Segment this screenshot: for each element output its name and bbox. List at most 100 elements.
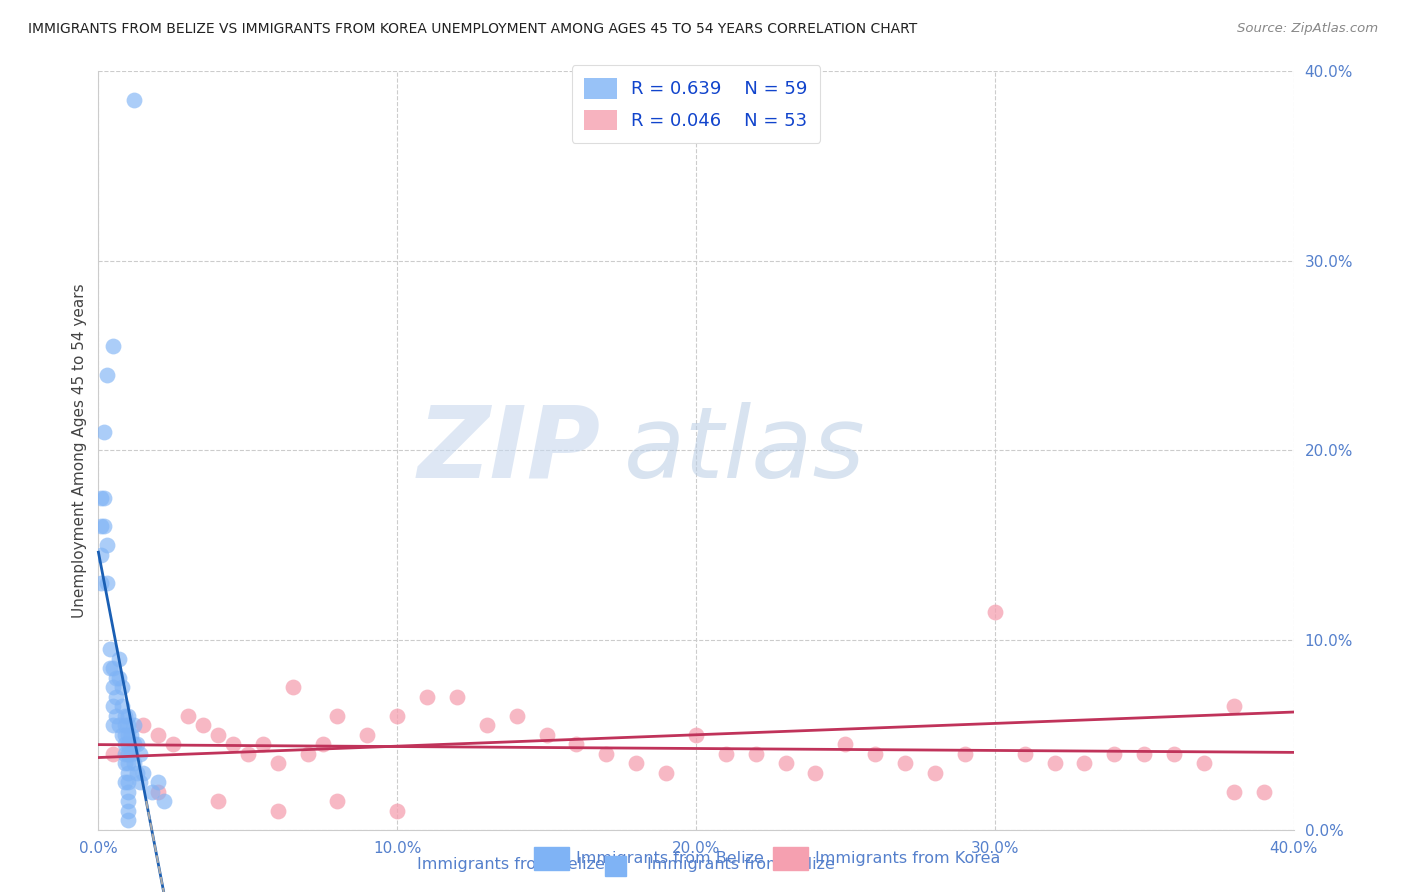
- Point: [326, 794, 349, 808]
- Legend: R = 0.639    N = 59, R = 0.046    N = 53: R = 0.639 N = 59, R = 0.046 N = 53: [572, 65, 820, 143]
- Point: [124, 718, 146, 732]
- Point: [148, 785, 170, 799]
- Point: [124, 756, 146, 771]
- Point: [117, 765, 139, 780]
- Point: [267, 756, 290, 771]
- Point: [117, 747, 139, 761]
- Point: [804, 765, 827, 780]
- Point: [98, 661, 122, 675]
- Point: [191, 718, 214, 732]
- Point: [117, 718, 139, 732]
- Text: ZIP: ZIP: [418, 402, 600, 499]
- Point: [105, 708, 128, 723]
- Point: [90, 491, 112, 505]
- Point: [595, 747, 617, 761]
- Point: [114, 756, 136, 771]
- Point: [108, 671, 131, 685]
- Text: Immigrants from Belize: Immigrants from Belize: [416, 857, 605, 872]
- Point: [108, 652, 131, 666]
- Point: [127, 737, 149, 751]
- Point: [114, 775, 136, 789]
- Point: [114, 728, 136, 742]
- Text: IMMIGRANTS FROM BELIZE VS IMMIGRANTS FROM KOREA UNEMPLOYMENT AMONG AGES 45 TO 54: IMMIGRANTS FROM BELIZE VS IMMIGRANTS FRO…: [28, 22, 917, 37]
- Point: [775, 756, 797, 771]
- Point: [117, 775, 139, 789]
- Point: [834, 737, 856, 751]
- Point: [141, 785, 163, 799]
- Point: [297, 747, 319, 761]
- Point: [1133, 747, 1156, 761]
- Point: [120, 728, 142, 742]
- Point: [108, 718, 131, 732]
- Point: [117, 728, 139, 742]
- Point: [924, 765, 946, 780]
- Text: Immigrants from Belize: Immigrants from Belize: [576, 851, 765, 866]
- Point: [117, 756, 139, 771]
- Point: [129, 775, 152, 789]
- Point: [93, 425, 115, 439]
- Point: [114, 747, 136, 761]
- Point: [111, 681, 134, 695]
- Y-axis label: Unemployment Among Ages 45 to 54 years: Unemployment Among Ages 45 to 54 years: [72, 283, 87, 618]
- Point: [252, 737, 274, 751]
- Point: [103, 681, 125, 695]
- Point: [117, 794, 139, 808]
- Point: [865, 747, 887, 761]
- Point: [117, 785, 139, 799]
- Point: [281, 681, 304, 695]
- Point: [103, 718, 125, 732]
- Point: [222, 737, 245, 751]
- Point: [506, 708, 529, 723]
- Point: [953, 747, 976, 761]
- Point: [626, 756, 648, 771]
- Point: [148, 775, 170, 789]
- Point: [111, 728, 134, 742]
- Point: [132, 718, 155, 732]
- Point: [117, 747, 139, 761]
- Point: [655, 765, 678, 780]
- Point: [894, 756, 917, 771]
- Point: [1192, 756, 1215, 771]
- Point: [1223, 699, 1246, 714]
- Point: [103, 747, 125, 761]
- Point: [446, 690, 468, 704]
- Point: [1073, 756, 1095, 771]
- Point: [114, 718, 136, 732]
- Point: [685, 728, 707, 742]
- Point: [103, 661, 125, 675]
- Point: [745, 747, 768, 761]
- Point: [311, 737, 333, 751]
- Point: [127, 765, 149, 780]
- Point: [207, 794, 229, 808]
- Point: [1014, 747, 1036, 761]
- Point: [326, 708, 349, 723]
- Point: [132, 765, 155, 780]
- Point: [114, 708, 136, 723]
- Point: [117, 737, 139, 751]
- Point: [96, 368, 118, 382]
- Point: [111, 699, 134, 714]
- Point: [416, 690, 439, 704]
- Point: [162, 737, 184, 751]
- Point: [124, 93, 146, 107]
- Point: [385, 708, 409, 723]
- Point: [1223, 785, 1246, 799]
- Point: [105, 671, 128, 685]
- Point: [93, 519, 115, 533]
- Point: [117, 813, 139, 827]
- Point: [385, 804, 409, 818]
- Point: [475, 718, 498, 732]
- Point: [1043, 756, 1066, 771]
- Point: [96, 576, 118, 591]
- Text: Immigrants from Belize: Immigrants from Belize: [647, 857, 835, 872]
- Point: [98, 642, 122, 657]
- Point: [90, 548, 112, 562]
- Point: [714, 747, 737, 761]
- Point: [103, 339, 125, 353]
- Point: [103, 699, 125, 714]
- Point: [984, 605, 1007, 619]
- Point: [105, 690, 128, 704]
- Point: [536, 728, 558, 742]
- Point: [90, 576, 112, 591]
- Text: Source: ZipAtlas.com: Source: ZipAtlas.com: [1237, 22, 1378, 36]
